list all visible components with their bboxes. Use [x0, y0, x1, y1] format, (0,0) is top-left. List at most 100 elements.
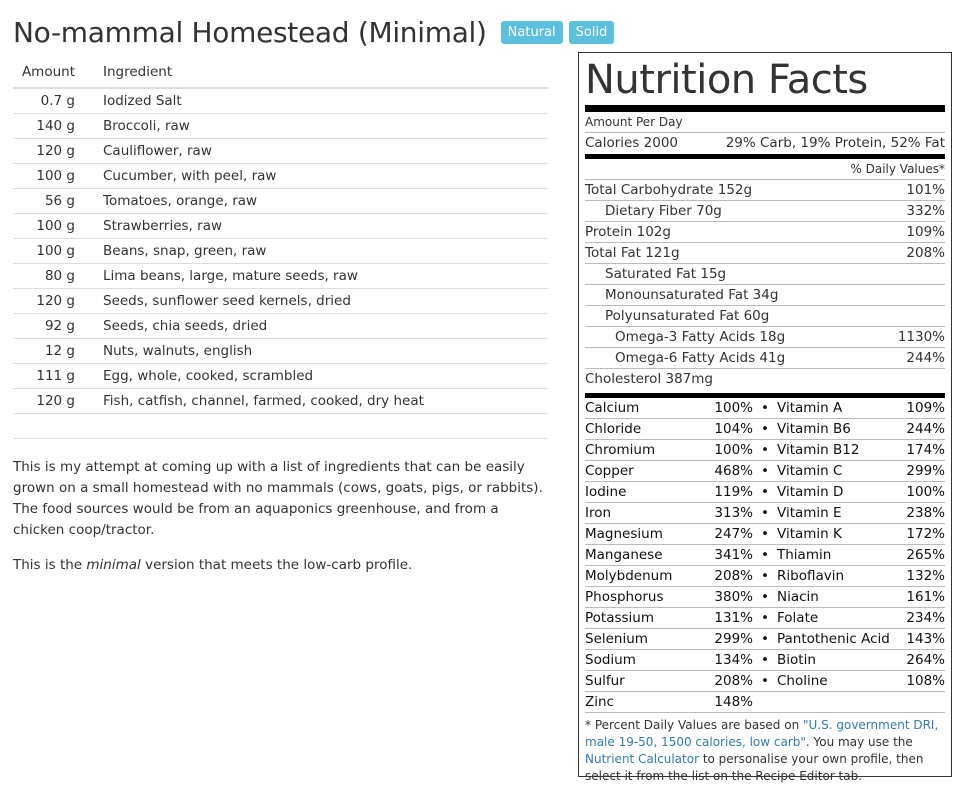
- ingredient-amount: 12 g: [13, 338, 103, 364]
- macro-label: Total Carbohydrate 152g: [585, 182, 753, 198]
- description-paragraph: This is my attempt at coming up with a l…: [13, 459, 543, 538]
- dri-profile-link[interactable]: "U.S. government DRI, male 19-50, 1500 c…: [585, 718, 939, 749]
- nutrient-name: Phosphorus: [585, 589, 664, 605]
- nutrient-name: Choline: [777, 673, 828, 689]
- macro-ratio: 29% Carb, 19% Protein, 52% Fat: [725, 135, 945, 151]
- ingredient-name[interactable]: Egg, whole, cooked, scrambled: [103, 363, 548, 389]
- macro-label: Total Fat 121g: [585, 245, 680, 261]
- ingredient-name[interactable]: Iodized Salt: [103, 88, 548, 114]
- bullet-separator: •: [761, 400, 769, 416]
- nutrient-name: Vitamin B6: [777, 421, 851, 437]
- macro-row: Protein 102g 109%: [585, 222, 945, 243]
- nutrient-dv: 131%: [714, 610, 753, 626]
- macro-dv: 1130%: [897, 329, 945, 345]
- table-row[interactable]: 56 g Tomatoes, orange, raw: [13, 188, 548, 214]
- nutrient-calculator-link[interactable]: Nutrient Calculator: [585, 752, 699, 766]
- nutrient-name: Selenium: [585, 631, 648, 647]
- bullet-separator: •: [761, 631, 769, 647]
- macro-dv: 332%: [906, 203, 945, 219]
- recipe-header: No-mammal Homestead (Minimal) Natural So…: [13, 16, 615, 49]
- micronutrient-row: Chromium 100% • Vitamin B12 174%: [585, 440, 945, 461]
- ingredient-name[interactable]: Nuts, walnuts, english: [103, 338, 548, 364]
- macro-label: Protein 102g: [585, 224, 671, 240]
- ingredient-name[interactable]: Lima beans, large, mature seeds, raw: [103, 263, 548, 289]
- nutrient-dv: 134%: [714, 652, 753, 668]
- nutrient-name: Chromium: [585, 442, 656, 458]
- nutrient-name: Niacin: [777, 589, 819, 605]
- footnote: * Percent Daily Values are based on "U.S…: [585, 717, 945, 785]
- badge-natural[interactable]: Natural: [500, 21, 563, 44]
- table-row[interactable]: 12 g Nuts, walnuts, english: [13, 338, 548, 364]
- table-row[interactable]: 120 g Fish, catfish, channel, farmed, coo…: [13, 388, 548, 414]
- ingredient-name[interactable]: Cauliflower, raw: [103, 138, 548, 164]
- table-row[interactable]: 120 g Cauliflower, raw: [13, 138, 548, 164]
- macro-label: Omega-6 Fatty Acids 41g: [615, 350, 786, 366]
- nutrient-name: Iodine: [585, 484, 627, 500]
- bullet-separator: •: [761, 484, 769, 500]
- ingredient-name[interactable]: Seeds, chia seeds, dried: [103, 313, 548, 339]
- nutrient-dv: 132%: [906, 568, 945, 584]
- amount-per-row: Amount Per Day: [585, 112, 945, 133]
- table-row[interactable]: 80 g Lima beans, large, mature seeds, raw: [13, 263, 548, 289]
- nutrient-name: Magnesium: [585, 526, 663, 542]
- micronutrient-row: Chloride 104% • Vitamin B6 244%: [585, 419, 945, 440]
- calories-label: Calories 2000: [585, 135, 678, 151]
- ingredient-name[interactable]: Fish, catfish, channel, farmed, cooked, …: [103, 388, 548, 414]
- nutrient-name: Riboflavin: [777, 568, 845, 584]
- column-header-amount: Amount: [13, 58, 103, 89]
- bullet-separator: •: [761, 463, 769, 479]
- nutrient-name: Calcium: [585, 400, 640, 416]
- micronutrient-row: Calcium 100% • Vitamin A 109%: [585, 398, 945, 419]
- table-row[interactable]: 100 g Beans, snap, green, raw: [13, 238, 548, 264]
- micronutrient-row: Zinc 148%: [585, 692, 945, 713]
- macro-row: Dietary Fiber 70g 332%: [585, 201, 945, 222]
- nutrient-dv: 299%: [906, 463, 945, 479]
- micronutrient-row: Sulfur 208% • Choline 108%: [585, 671, 945, 692]
- nutrient-name: Vitamin K: [777, 526, 842, 542]
- calories-row: Calories 2000 29% Carb, 19% Protein, 52% …: [585, 133, 945, 154]
- recipe-description: This is my attempt at coming up with a l…: [13, 457, 553, 590]
- macro-label: Cholesterol 387mg: [585, 371, 713, 387]
- table-row[interactable]: 100 g Cucumber, with peel, raw: [13, 163, 548, 189]
- ingredient-name[interactable]: Tomatoes, orange, raw: [103, 188, 548, 214]
- table-row[interactable]: 120 g Seeds, sunflower seed kernels, drie…: [13, 288, 548, 314]
- nutrient-dv: 161%: [906, 589, 945, 605]
- nutrient-name: Vitamin C: [777, 463, 843, 479]
- nutrient-dv: 100%: [714, 400, 753, 416]
- bullet-separator: •: [761, 442, 769, 458]
- ingredient-name[interactable]: Cucumber, with peel, raw: [103, 163, 548, 189]
- nutrient-dv: 148%: [714, 694, 753, 710]
- nutrient-dv: 247%: [714, 526, 753, 542]
- amount-per-label: Amount Per Day: [585, 115, 683, 129]
- table-row[interactable]: 111 g Egg, whole, cooked, scrambled: [13, 363, 548, 389]
- nutrient-dv: 238%: [906, 505, 945, 521]
- nutrient-name: Vitamin B12: [777, 442, 860, 458]
- badge-solid[interactable]: Solid: [568, 21, 615, 44]
- column-header-ingredient: Ingredient: [103, 58, 548, 89]
- nutrient-dv: 313%: [714, 505, 753, 521]
- nutrient-name: [777, 692, 895, 712]
- nutrient-name: Molybdenum: [585, 568, 673, 584]
- nutrient-name: Thiamin: [777, 547, 832, 563]
- nutrient-name: Iron: [585, 505, 612, 521]
- ingredient-name[interactable]: Broccoli, raw: [103, 113, 548, 139]
- bullet-separator: •: [761, 673, 769, 689]
- ingredient-name[interactable]: Strawberries, raw: [103, 213, 548, 239]
- table-row[interactable]: 100 g Strawberries, raw: [13, 213, 548, 239]
- macro-label: Monounsaturated Fat 34g: [605, 287, 779, 303]
- nutrient-dv: 265%: [906, 547, 945, 563]
- macro-dv: 109%: [906, 224, 945, 240]
- nutrient-dv: 172%: [906, 526, 945, 542]
- bullet-separator: •: [761, 610, 769, 626]
- text: * Percent Daily Values are based on: [585, 718, 803, 732]
- nutrition-facts-panel: Nutrition Facts Amount Per Day Calories …: [578, 52, 952, 783]
- ingredient-name[interactable]: Beans, snap, green, raw: [103, 238, 548, 264]
- table-row[interactable]: 140 g Broccoli, raw: [13, 113, 548, 139]
- ingredients-table: Amount Ingredient 0.7 g Iodized Salt 140 g…: [13, 58, 548, 439]
- ingredient-name[interactable]: Seeds, sunflower seed kernels, dried: [103, 288, 548, 314]
- table-row[interactable]: 92 g Seeds, chia seeds, dried: [13, 313, 548, 339]
- text: to personalise your own profile, then se…: [585, 752, 924, 783]
- nutrient-dv: 380%: [714, 589, 753, 605]
- table-row[interactable]: 0.7 g Iodized Salt: [13, 88, 548, 114]
- ingredient-amount: 100 g: [13, 213, 103, 239]
